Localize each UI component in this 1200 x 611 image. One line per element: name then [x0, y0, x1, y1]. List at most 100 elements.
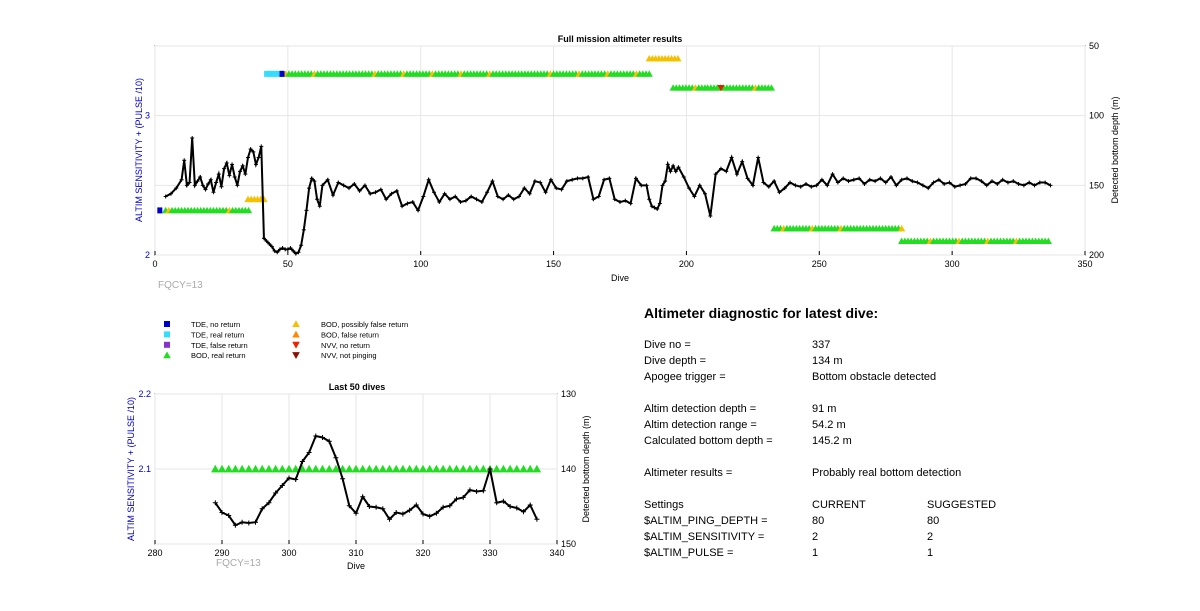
depth-point — [211, 190, 216, 195]
depth-point — [713, 172, 718, 177]
x-tick-label: 330 — [482, 548, 497, 558]
top-chart-right-ticks: 50 100 150 200 — [1089, 41, 1104, 260]
bod-marker — [264, 464, 274, 473]
depth-point — [538, 180, 543, 185]
depth-point — [878, 176, 883, 181]
depth-point — [936, 177, 941, 182]
diagnostic-row-dive-no: Dive no = 337 — [644, 337, 1164, 353]
depth-point — [378, 187, 383, 192]
depth-point — [264, 239, 269, 244]
bod-marker — [217, 464, 227, 473]
depth-point — [331, 193, 336, 198]
depth-point — [814, 183, 819, 188]
depth-point — [618, 200, 622, 205]
bod-marker — [412, 464, 421, 473]
bod-marker — [224, 464, 233, 473]
depth-point — [326, 438, 332, 444]
depth-point — [277, 247, 282, 252]
y-right-tick-label: 50 — [1089, 41, 1099, 51]
depth-point — [427, 513, 433, 519]
top-chart-ylabel-left: ALTIM SENSITIVITY + (PULSE /10) — [134, 78, 144, 222]
top-chart-depth-line — [165, 137, 1051, 255]
legend-triangle-down-icon — [292, 352, 300, 359]
depth-point — [315, 197, 320, 202]
y-right-tick-label: 200 — [1089, 250, 1104, 260]
depth-point — [952, 184, 957, 189]
depth-point — [380, 506, 386, 512]
depth-point — [469, 194, 474, 199]
tde-marker — [273, 70, 279, 77]
depth-point — [883, 180, 888, 185]
depth-point — [238, 169, 243, 174]
depth-point — [222, 166, 227, 171]
depth-point — [766, 184, 771, 189]
depth-point — [724, 169, 729, 174]
depth-point — [729, 155, 734, 160]
bod-marker — [418, 464, 428, 473]
depth-point — [889, 174, 894, 179]
top-chart-frame — [154, 45, 1086, 256]
depth-point — [580, 176, 585, 181]
bod-marker — [452, 464, 461, 473]
x-tick-label: 200 — [679, 259, 694, 269]
bod-marker — [271, 464, 280, 473]
depth-point — [368, 191, 373, 196]
diagnostic-label: Dive depth = — [644, 355, 707, 367]
bod-marker — [472, 464, 481, 473]
depth-point — [352, 181, 357, 186]
depth-point — [485, 190, 490, 195]
depth-point — [942, 181, 947, 186]
depth-point — [623, 198, 628, 203]
depth-point — [692, 194, 697, 199]
x-tick-label: 340 — [549, 548, 564, 558]
depth-point — [1027, 180, 1032, 185]
diagnostic-panel: Altimeter diagnostic for latest dive: Di… — [644, 305, 1164, 561]
depth-point — [857, 176, 862, 181]
depth-point — [301, 227, 306, 232]
diagnostic-row-apogee-trigger: Apogee trigger = Bottom obstacle detecte… — [644, 369, 1164, 385]
depth-point — [279, 483, 285, 488]
bod-marker — [438, 464, 448, 473]
depth-point — [453, 194, 458, 199]
legend-square-icon — [164, 341, 170, 348]
depth-point — [745, 176, 750, 181]
depth-point — [243, 172, 248, 177]
legend-square-icon — [164, 321, 170, 327]
depth-point — [267, 241, 272, 246]
x-tick-label: 300 — [281, 548, 296, 558]
depth-point — [307, 186, 312, 191]
x-tick-label: 150 — [546, 259, 561, 269]
depth-point — [819, 177, 824, 182]
depth-point — [1043, 180, 1048, 185]
depth-point — [273, 490, 279, 496]
diagnostic-label: Altim detection depth = — [644, 403, 757, 415]
bod-marker — [291, 464, 300, 473]
depth-point — [586, 174, 591, 179]
depth-point — [514, 505, 520, 511]
depth-point — [285, 247, 290, 252]
bod-marker — [304, 464, 314, 473]
depth-point — [904, 176, 909, 181]
depth-point — [333, 455, 339, 461]
depth-point — [596, 194, 601, 199]
depth-point — [320, 183, 325, 188]
x-tick-label: 250 — [812, 259, 827, 269]
legend-label: BOD, false return — [321, 330, 379, 339]
depth-point — [990, 179, 994, 184]
depth-point — [668, 169, 673, 174]
bod-marker — [499, 464, 508, 473]
depth-point — [612, 197, 617, 202]
depth-point — [420, 511, 426, 517]
depth-point — [474, 197, 479, 202]
depth-point — [433, 510, 439, 516]
diagnostic-value: 145.2 m — [812, 435, 852, 447]
depth-point — [416, 208, 421, 213]
depth-point — [266, 500, 272, 506]
legend-triangle-up-icon — [292, 320, 300, 328]
depth-point — [463, 198, 468, 203]
depth-point — [570, 177, 575, 182]
depth-point — [306, 450, 312, 455]
depth-point — [309, 176, 314, 181]
depth-point — [432, 190, 436, 195]
top-chart-ylabel-right: Detected bottom depth (m) — [1110, 96, 1120, 203]
